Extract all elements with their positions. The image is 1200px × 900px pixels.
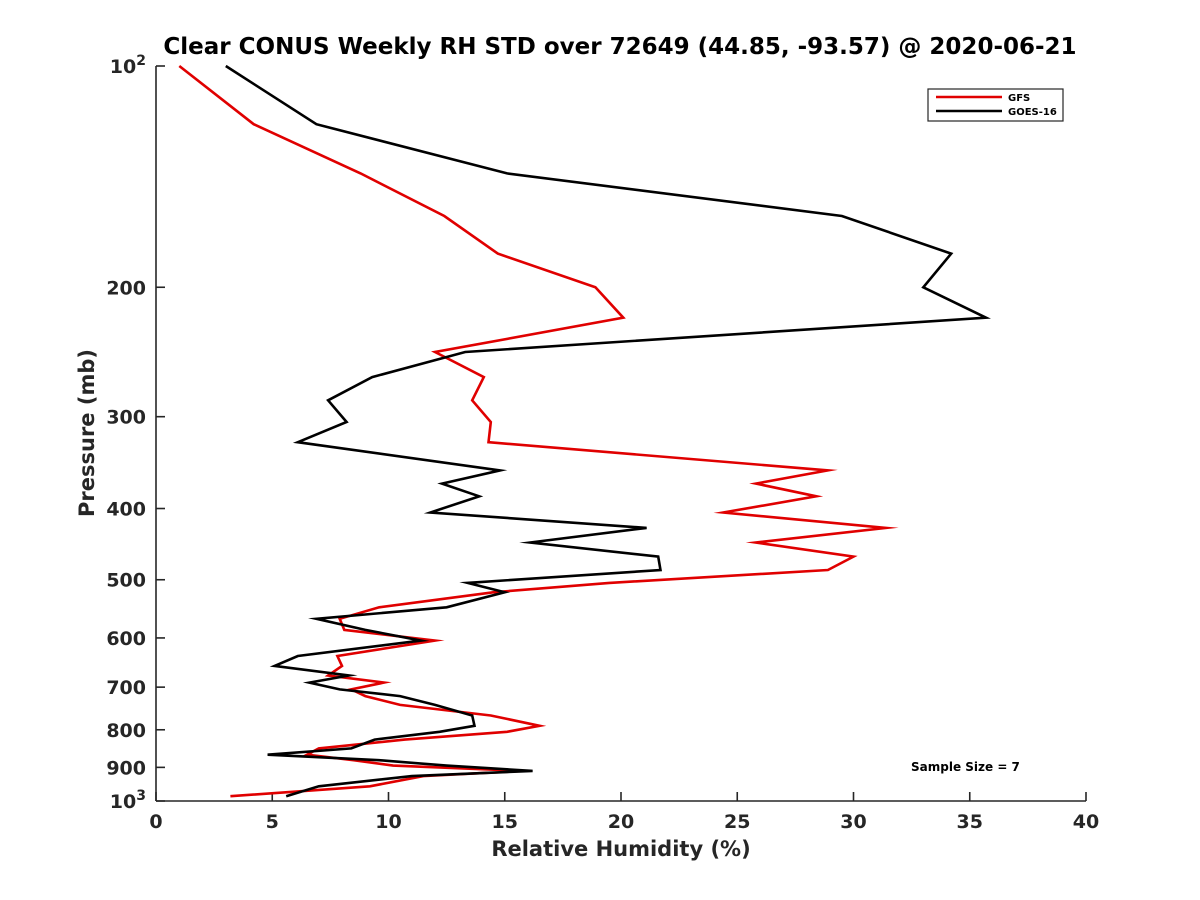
legend-label-goes16: GOES-16 (1008, 107, 1057, 118)
x-ticks: 0 5 10 15 20 25 30 35 40 (149, 792, 1099, 833)
legend: GFS GOES-16 (927, 88, 1064, 122)
y-tick-label: 102 (110, 53, 146, 78)
x-tick-label: 40 (1073, 811, 1099, 833)
y-ticks: 102 200 300 400 500 600 700 800 900 103 (106, 53, 165, 813)
y-tick-label: 500 (106, 570, 146, 592)
plot-area: 0 5 10 15 20 25 30 35 40 102 200 300 400 500 600 700 80… (106, 53, 1099, 833)
series-line-gfs (178, 64, 899, 798)
y-tick-label: 400 (106, 499, 146, 521)
x-tick-label: 15 (492, 811, 518, 833)
legend-box (927, 88, 1064, 122)
y-tick-label: 900 (106, 757, 146, 779)
x-tick-label: 5 (266, 811, 279, 833)
y-tick-label: 800 (106, 720, 146, 742)
x-tick-label: 10 (375, 811, 401, 833)
y-tick-label: 300 (106, 407, 146, 429)
x-tick-label: 35 (957, 811, 983, 833)
x-tick-label: 30 (840, 811, 866, 833)
legend-label-gfs: GFS (1008, 93, 1030, 104)
series-line-goes16 (225, 64, 991, 798)
y-tick-label: 103 (110, 788, 146, 813)
chart-title: Clear CONUS Weekly RH STD over 72649 (44… (163, 34, 1076, 60)
y-tick-label: 600 (106, 628, 146, 650)
x-axis-label: Relative Humidity (%) (491, 837, 750, 861)
y-tick-label: 200 (106, 277, 146, 299)
series-lines (178, 64, 991, 798)
y-axis-label: Pressure (mb) (75, 349, 99, 517)
sample-size-annotation: Sample Size = 7 (911, 760, 1020, 774)
x-tick-label: 20 (608, 811, 634, 833)
x-tick-label: 25 (724, 811, 750, 833)
x-tick-label: 0 (149, 811, 162, 833)
y-tick-label: 700 (106, 677, 146, 699)
